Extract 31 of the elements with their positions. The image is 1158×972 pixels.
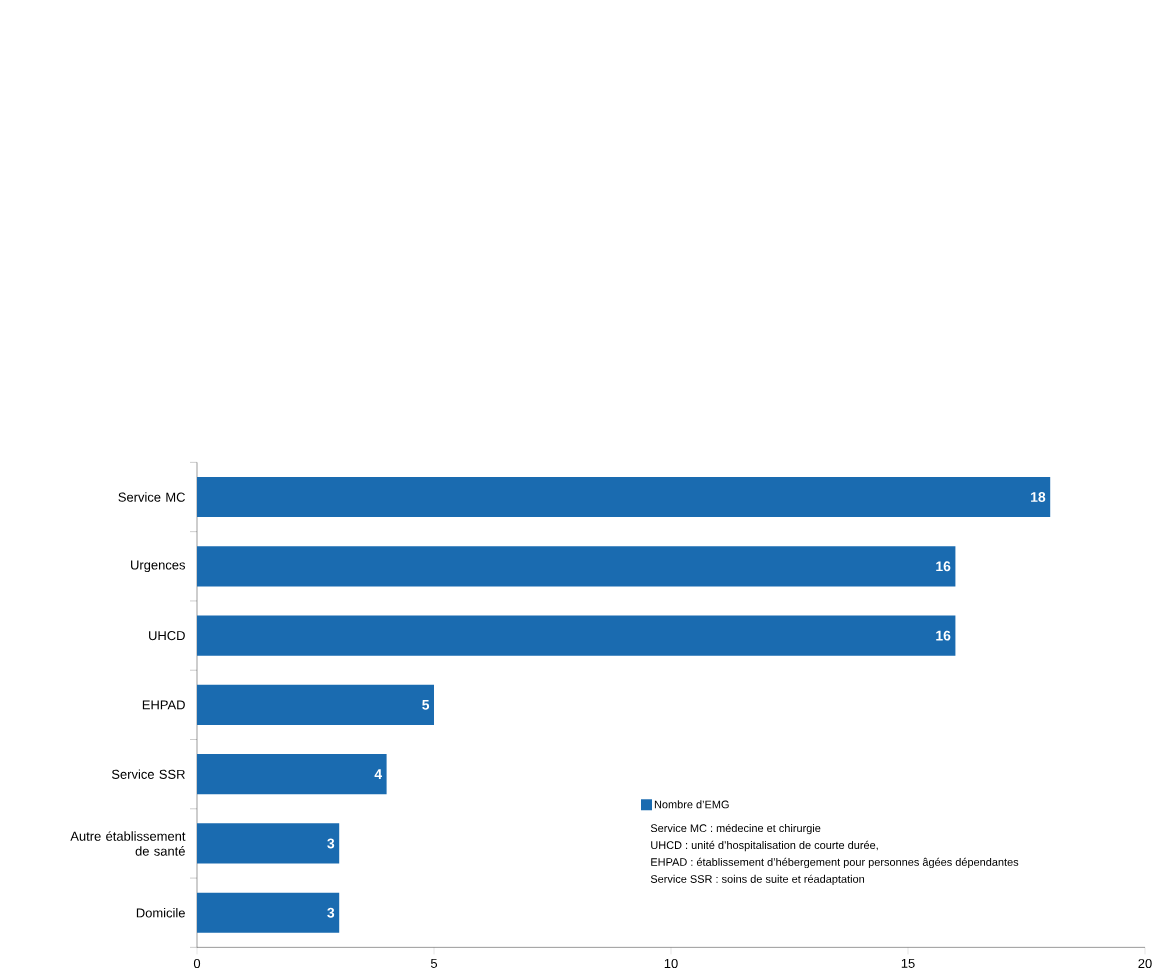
x-tick-label: 15 [901, 958, 915, 968]
y-tick-label: Urgences [131, 560, 186, 572]
bar [197, 684, 434, 725]
bar [197, 753, 387, 795]
data-label: 18 [1031, 491, 1046, 502]
x-tick-label: 0 [193, 958, 201, 968]
bar [197, 615, 956, 656]
x-tick-label: 20 [1138, 958, 1152, 968]
y-tick-label: UHCD [149, 630, 185, 640]
y-tick-label: Autre établissement de santé [70, 830, 186, 856]
data-label: 4 [374, 769, 383, 779]
annotation: EHPAD : établissement d’hébergement pour personnes âgées dépendantes [651, 857, 1019, 868]
y-tick-label: EHPAD [142, 700, 185, 710]
data-label: 5 [422, 699, 430, 710]
annotation: Service MC : médecine et chirurgie [650, 823, 821, 835]
annotation: UHCD : unité d’hospitalisation de courte durée, [651, 840, 878, 851]
y-tick-label: Service MC [118, 492, 185, 502]
data-label: 3 [327, 907, 335, 918]
y-tick-label: Domicile [136, 907, 185, 918]
bar [197, 546, 956, 587]
bar [197, 823, 340, 864]
x-tick-label: 10 [664, 958, 678, 968]
y-tick-label: Service SSR [111, 769, 185, 779]
legend-label: Nombre d’EMG [654, 800, 729, 809]
data-label: 16 [936, 561, 951, 572]
annotation: Service SSR : soins de suite et réadaptation [650, 874, 865, 885]
bar [197, 476, 1051, 517]
data-label: 3 [327, 838, 335, 849]
bar [197, 892, 340, 933]
data-label: 16 [936, 630, 951, 641]
x-tick-label: 5 [430, 958, 438, 968]
